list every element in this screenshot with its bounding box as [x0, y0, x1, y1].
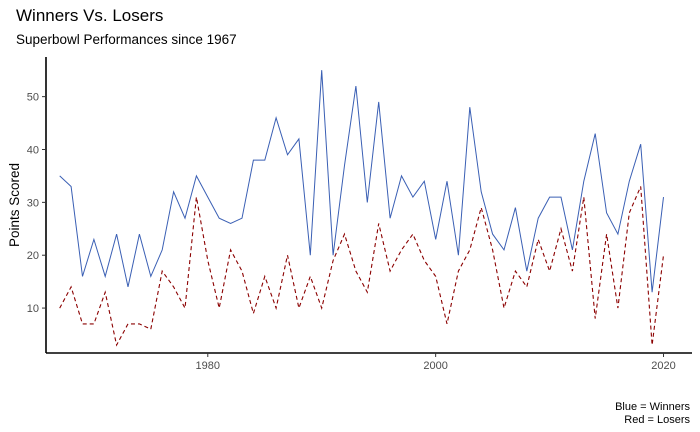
- y-tick-label: 10: [27, 303, 39, 315]
- y-tick-label: 50: [27, 92, 39, 104]
- caption-losers: Red = Losers: [624, 414, 690, 426]
- y-tick-label: 20: [27, 250, 39, 262]
- chart-subtitle: Superbowl Performances since 1967: [16, 32, 237, 47]
- x-tick-label: 2000: [423, 360, 447, 372]
- x-tick-label: 1980: [196, 360, 220, 372]
- x-tick-label: 2020: [651, 360, 675, 372]
- losers-series-line: [59, 186, 665, 347]
- caption-winners: Blue = Winners: [615, 401, 690, 413]
- winners-series-line: [59, 70, 664, 293]
- y-tick-label: 40: [27, 145, 39, 157]
- chart-caption: Blue = Winners Red = Losers: [615, 401, 690, 427]
- y-axis-label: Points Scored: [7, 163, 22, 247]
- y-tick-label: 30: [27, 197, 39, 209]
- chart-title: Winners Vs. Losers: [16, 6, 164, 25]
